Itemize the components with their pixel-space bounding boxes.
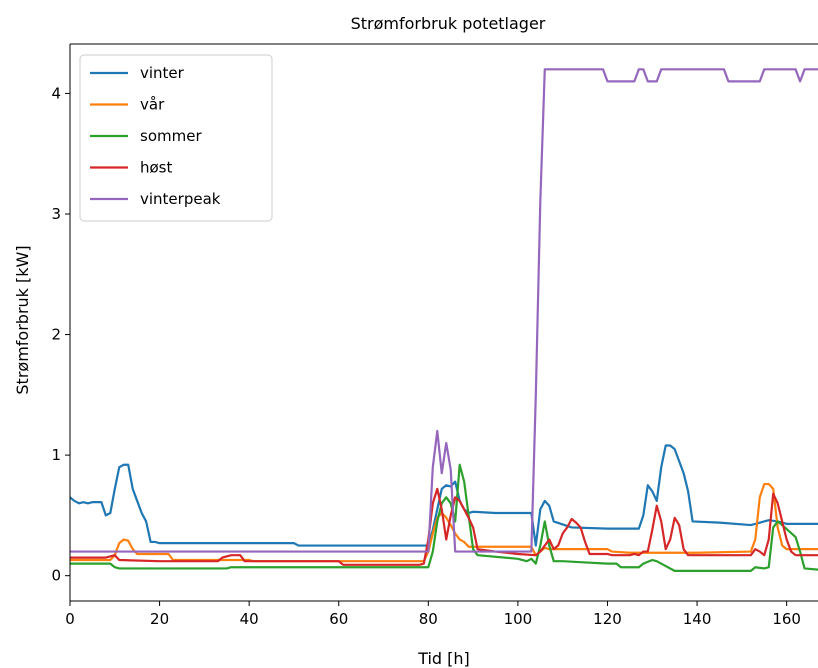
- series-line-1: [70, 482, 818, 563]
- y-tick-label: 3: [51, 205, 61, 223]
- x-tick-label: 80: [419, 610, 438, 628]
- x-tick-label: 160: [772, 610, 801, 628]
- legend-box: [79, 54, 273, 222]
- legend-label: sommer: [140, 127, 202, 145]
- series-line-2: [70, 463, 818, 572]
- x-axis: 0 20 40 60 80 100 120 140 160: [65, 601, 801, 628]
- x-axis-label: Tid [h]: [417, 649, 470, 668]
- y-tick-label: 4: [51, 84, 61, 102]
- x-tick-label: 40: [240, 610, 259, 628]
- y-tick-label: 0: [51, 567, 61, 585]
- chart-title: Strømforbruk potetlager: [351, 14, 546, 33]
- legend: vinter vår sommer høst vinterpeak: [79, 54, 273, 222]
- y-axis-label: Strømforbruk [kW]: [13, 245, 32, 394]
- legend-label: vinter: [140, 64, 185, 82]
- legend-label: høst: [140, 159, 172, 177]
- y-tick-label: 1: [51, 446, 61, 464]
- x-tick-label: 100: [504, 610, 533, 628]
- series-line-3: [70, 487, 818, 566]
- y-tick-label: 2: [51, 326, 61, 344]
- series-line-4: [70, 68, 818, 553]
- x-tick-label: 20: [150, 610, 169, 628]
- plot-area: [69, 43, 818, 602]
- y-axis: 0 1 2 3 4: [51, 84, 70, 585]
- legend-label: vår: [140, 96, 165, 114]
- x-tick-label: 140: [683, 610, 712, 628]
- x-tick-label: 0: [65, 610, 75, 628]
- x-tick-label: 60: [329, 610, 348, 628]
- x-tick-label: 120: [593, 610, 622, 628]
- legend-label: vinterpeak: [140, 190, 221, 208]
